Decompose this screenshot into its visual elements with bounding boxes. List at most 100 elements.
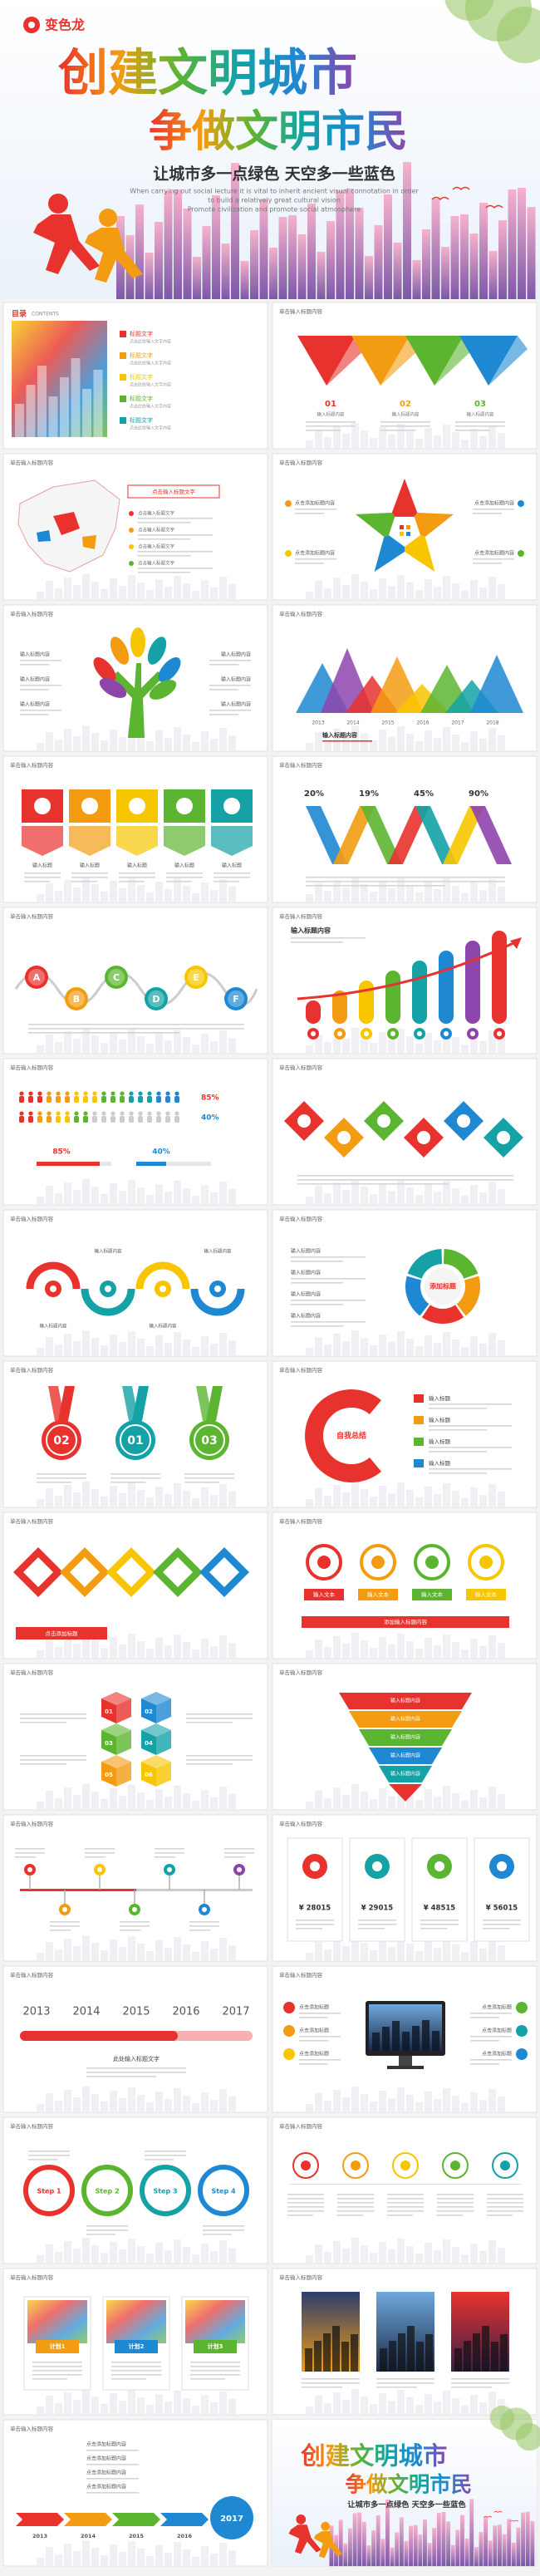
shape xyxy=(342,585,350,600)
shape xyxy=(209,1557,239,1587)
shape xyxy=(138,1111,143,1116)
shape xyxy=(86,2072,186,2073)
label: 04 xyxy=(145,1740,153,1747)
shape xyxy=(450,2161,460,2170)
shape xyxy=(32,2366,82,2367)
shape xyxy=(19,1091,24,1096)
shape xyxy=(516,2002,528,2013)
shape xyxy=(479,1646,487,1659)
shape xyxy=(64,2513,112,2526)
shape xyxy=(55,1647,62,1659)
shape xyxy=(405,1276,430,1316)
shape xyxy=(342,736,350,751)
shape xyxy=(73,2249,81,2264)
shape xyxy=(518,188,526,299)
shape xyxy=(422,2020,430,2051)
shape xyxy=(81,1288,135,1316)
shape xyxy=(317,1556,331,1569)
shape xyxy=(299,2040,328,2042)
shape xyxy=(228,1189,236,1205)
shape xyxy=(479,1797,487,1810)
shape xyxy=(434,1494,441,1507)
shape xyxy=(488,2540,493,2567)
shape xyxy=(388,1342,395,1356)
shape xyxy=(315,2093,322,2112)
shape xyxy=(510,937,522,949)
shape xyxy=(50,1286,56,1292)
shape xyxy=(324,2252,331,2264)
shape xyxy=(379,1032,386,1054)
shape xyxy=(111,2374,161,2376)
shape xyxy=(511,2542,516,2567)
shape xyxy=(110,1473,160,1475)
shape xyxy=(82,1633,90,1659)
shape xyxy=(27,1867,32,1872)
label: 单击输入标题内容 xyxy=(10,2122,54,2130)
shape xyxy=(429,1425,512,1427)
shape xyxy=(86,2478,139,2480)
shape xyxy=(174,576,181,600)
shape xyxy=(37,2104,44,2112)
shape xyxy=(147,1116,152,1123)
shape xyxy=(183,1944,190,1961)
label: ¥ 28015 xyxy=(299,1905,331,1913)
shape xyxy=(71,877,108,878)
shape xyxy=(387,2206,424,2208)
shape xyxy=(437,2215,463,2216)
shape xyxy=(361,1187,368,1205)
shape xyxy=(415,2405,423,2415)
shape xyxy=(315,430,322,449)
shape xyxy=(201,580,209,600)
shape xyxy=(138,538,190,540)
shape xyxy=(422,229,430,299)
shape xyxy=(186,1718,253,1719)
shape xyxy=(370,2404,377,2415)
shape xyxy=(128,1029,135,1054)
label: 2015 xyxy=(381,720,394,726)
shape xyxy=(28,1096,33,1103)
shape xyxy=(250,230,258,299)
shape xyxy=(461,2406,469,2415)
shape xyxy=(164,2553,172,2566)
label: 01 xyxy=(105,1708,113,1715)
shape xyxy=(83,1111,88,1116)
shape xyxy=(201,1941,209,1961)
shape xyxy=(140,2165,191,2216)
shape xyxy=(156,1730,171,1755)
shape xyxy=(141,1762,156,1787)
shape xyxy=(324,588,331,600)
shape xyxy=(342,1795,350,1810)
shape xyxy=(521,2512,526,2567)
shape xyxy=(82,1028,90,1054)
shape xyxy=(452,886,459,902)
shape xyxy=(452,1340,459,1356)
shape xyxy=(188,969,204,986)
shape xyxy=(370,1950,377,1961)
shape xyxy=(358,1589,398,1600)
shape xyxy=(415,1800,423,1810)
shape xyxy=(376,2382,434,2384)
shape xyxy=(91,2397,99,2415)
shape xyxy=(135,1261,190,1290)
shape xyxy=(92,1091,97,1096)
shape xyxy=(407,1249,443,1280)
shape xyxy=(377,1114,390,1128)
shape xyxy=(306,421,356,423)
shape xyxy=(201,1790,209,1810)
label: 01 xyxy=(127,1434,143,1448)
shape xyxy=(19,1096,24,1103)
shape xyxy=(210,1949,218,1961)
label: 单击输入标题内容 xyxy=(279,1517,323,1525)
shape xyxy=(64,1636,71,1659)
shape xyxy=(337,1031,342,1036)
shape xyxy=(403,162,411,299)
shape xyxy=(374,225,383,299)
shape xyxy=(406,885,414,902)
shape xyxy=(110,2393,117,2415)
shape xyxy=(429,1472,487,1474)
shape xyxy=(167,1867,172,1872)
shape xyxy=(359,981,374,1024)
shape xyxy=(379,2242,386,2264)
shape xyxy=(443,1786,450,1810)
